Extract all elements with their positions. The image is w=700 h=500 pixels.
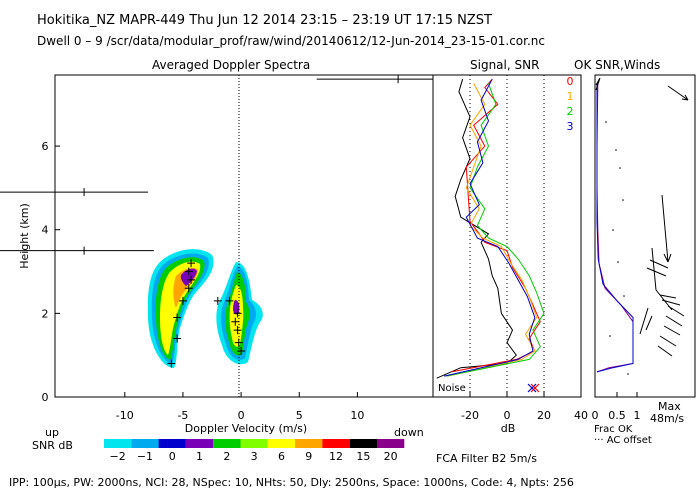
- spectra-noise-bars: [0, 75, 433, 255]
- winds-frac-ok-series: [595, 77, 634, 373]
- snr-color-scale: −2 −1 0 1 2 3 6 9 12 15 20: [104, 439, 405, 463]
- radar-parameters: IPP: 100µs, PW: 2000ns, NCI: 28, NSpec: …: [9, 476, 574, 489]
- snr-scale-label: 12: [329, 450, 343, 463]
- winds-barbs: [639, 85, 689, 357]
- spectra-peak-mark: [237, 347, 246, 355]
- snr-series: [436, 78, 545, 379]
- spectra-peak-mark: [173, 313, 182, 322]
- beam-legend: 0 1 2 3: [567, 75, 574, 133]
- winds-title: OK SNR,Winds: [574, 58, 660, 72]
- spectra-y-tick-label: 2: [42, 307, 49, 320]
- snr-scale-label: 3: [251, 450, 258, 463]
- spectra-x-tick-label: -5: [177, 409, 188, 422]
- winds-x-tick-label: 0.5: [608, 409, 626, 422]
- snr-axes: -20 0 20 40: [461, 392, 588, 422]
- snr-scale-swatch: [158, 439, 186, 448]
- winds-ac-offset-dots: [605, 121, 629, 375]
- snr-cross-marks: [527, 383, 540, 393]
- winds-x-label: Frac OK: [594, 424, 633, 435]
- spectra-x-label: Doppler Velocity (m/s): [185, 422, 307, 435]
- spectra-peak-mark: [178, 296, 187, 305]
- header-line-2: Dwell 0 – 9 /scr/data/modular_prof/raw/w…: [37, 34, 545, 48]
- spectra-peak-mark: [167, 359, 176, 368]
- snr-x-tick-label: 20: [537, 409, 551, 422]
- snr-scale-swatch: [349, 439, 377, 448]
- snr-scale-label: 6: [278, 450, 285, 463]
- snr-scale-swatch: [377, 439, 405, 448]
- snr-series-line-0: [451, 78, 541, 373]
- spectra-peak-mark: [187, 275, 196, 284]
- beam-label-1: 1: [567, 90, 574, 103]
- snr-scale-swatch: [104, 439, 132, 448]
- snr-scale-swatch: [267, 439, 296, 448]
- spectra-y-tick-label: 4: [42, 224, 49, 237]
- fca-filter-label: FCA Filter B2 5m/s: [436, 452, 537, 465]
- spectra-peak-mark: [233, 326, 242, 335]
- winds-ac-offset-label: ··· AC offset: [594, 435, 652, 446]
- spectra-x-tick-label: 5: [296, 409, 303, 422]
- spectra-x-tick-label: 10: [350, 409, 364, 422]
- snr-series-line-3: [443, 78, 536, 377]
- spectra-y-tick-label: 0: [42, 391, 49, 404]
- snr-scale-label: 9: [305, 450, 312, 463]
- spectra-y-tick-label: 6: [42, 140, 49, 153]
- spectra-x-tick-label: -10: [116, 409, 134, 422]
- spectra-title: Averaged Doppler Spectra: [152, 58, 310, 72]
- spectra-peak-mark: [184, 284, 193, 293]
- snr-scale-swatch: [322, 439, 350, 448]
- spectra-x-tick-label: 0: [238, 409, 245, 422]
- snr-series-line-2: [445, 83, 545, 377]
- snr-scale-label: 1: [196, 450, 203, 463]
- winds-max-value: 48m/s: [650, 412, 684, 425]
- snr-scale-swatch: [240, 439, 268, 448]
- spectra-peak-mark: [234, 338, 243, 347]
- snr-scale-label: −2: [110, 450, 126, 463]
- spectra-axes: -10 -5 0 5 10 0 2 4 6: [42, 140, 365, 422]
- snr-x-label: dB: [501, 422, 516, 435]
- snr-scale-swatch: [295, 439, 323, 448]
- spectra-peak-mark: [173, 334, 182, 343]
- snr-scale-label: 20: [384, 450, 398, 463]
- spectra-peak-marks: [167, 259, 246, 368]
- spectra-peak-mark: [225, 296, 234, 305]
- winds-frame: [594, 74, 696, 398]
- legend-down-label: down: [394, 426, 424, 439]
- header-line-1: Hokitika_NZ MAPR-449 Thu Jun 12 2014 23:…: [37, 13, 492, 28]
- winds-x-tick-label: 1: [634, 409, 641, 422]
- legend-snr-label: SNR dB: [32, 439, 73, 452]
- snr-noise-label: Noise: [438, 383, 466, 394]
- snr-title: Signal, SNR: [470, 58, 539, 72]
- winds-x-origin-label: 0: [592, 409, 599, 422]
- winds-axes: 0 0.5 1: [592, 392, 641, 422]
- snr-x-tick-label: 40: [574, 409, 588, 422]
- snr-scale-label: 0: [169, 450, 176, 463]
- winds-frac-ok-top-tick: [595, 77, 601, 91]
- beam-label-0: 0: [567, 75, 574, 88]
- spectra-peak-mark: [231, 317, 240, 326]
- snr-x-tick-label: 0: [504, 409, 511, 422]
- snr-scale-label: 15: [356, 450, 370, 463]
- left-echo-core: [180, 268, 197, 286]
- snr-scale-swatch: [213, 439, 241, 448]
- snr-scale-label: −1: [137, 450, 153, 463]
- snr-scale-label: 2: [223, 450, 230, 463]
- spectra-peak-mark: [233, 309, 242, 318]
- winds-frac-ok-blue: [596, 83, 634, 373]
- spectra-peak-mark: [187, 259, 196, 268]
- spectra-y-label: Height (km): [18, 203, 31, 269]
- beam-label-2: 2: [567, 105, 574, 118]
- legend-up-label: up: [45, 426, 59, 439]
- snr-scale-swatch: [185, 439, 214, 448]
- snr-x-tick-label: -20: [461, 409, 479, 422]
- snr-scale-swatch: [131, 439, 159, 448]
- spectra-echo-group: [147, 249, 263, 368]
- spectra-peak-mark: [213, 296, 222, 305]
- spectra-peak-mark: [184, 267, 193, 276]
- snr-series-line-1: [447, 83, 538, 377]
- winds-max-label: Max: [658, 400, 681, 413]
- beam-label-3: 3: [567, 120, 574, 133]
- snr-series-line-noise: [436, 79, 517, 379]
- winds-frac-ok-purple: [596, 83, 634, 373]
